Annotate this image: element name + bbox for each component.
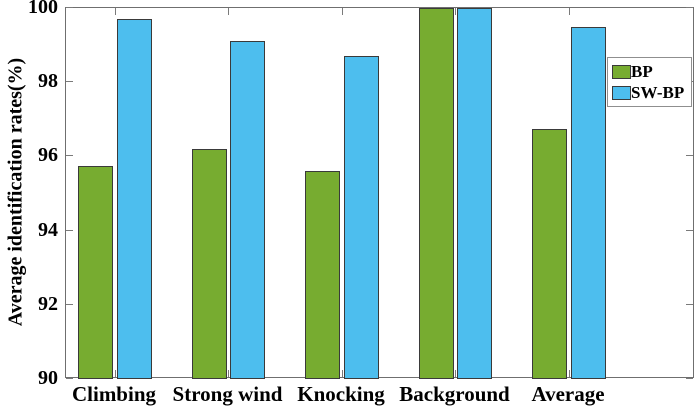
bar-sw-bp-knocking: [343, 56, 379, 379]
y-tick-label-90: 90: [38, 367, 58, 389]
y-tick-left-96: [66, 155, 73, 156]
y-tick-left-98: [66, 81, 73, 82]
x-tick-label-climbing: Climbing: [71, 382, 157, 406]
y-tick-left-92: [66, 304, 73, 305]
x-tick-top-climbing: [114, 8, 116, 15]
bar-bp-average: [532, 128, 568, 379]
x-tick-top-strong-wind: [228, 8, 229, 15]
legend-item-bp: BP: [612, 61, 688, 82]
x-tick-top-background: [455, 8, 456, 15]
y-tick-right-96: [686, 155, 693, 156]
x-tick-bottom-background: [455, 370, 456, 377]
bar-sw-bp-average: [570, 26, 606, 379]
y-tick-label-92: 92: [38, 292, 58, 315]
x-tick-bottom-knocking: [341, 370, 343, 377]
bar-bp-climbing: [78, 165, 114, 379]
legend-item-sw-bp: SW-BP: [612, 82, 688, 103]
bar-bp-background: [418, 8, 454, 379]
y-tick-right-92: [686, 304, 693, 305]
x-tick-top-knocking: [341, 8, 343, 15]
x-tick-label-knocking: Knocking: [297, 382, 385, 406]
legend-label-bp: BP: [631, 62, 653, 81]
x-tick-label-background: Background: [399, 382, 510, 406]
legend-label-sw-bp: SW-BP: [631, 83, 685, 102]
y-tick-right-100: [686, 7, 693, 8]
legend-swatch-bp: [612, 64, 631, 79]
y-axis-label: Average identification rates(%): [4, 57, 27, 327]
legend-swatch-sw-bp: [612, 85, 631, 100]
y-tick-left-90: [66, 378, 73, 379]
bar-sw-bp-climbing: [116, 19, 152, 379]
plot-area: [65, 7, 694, 379]
y-tick-left-94: [66, 230, 73, 231]
legend: BP SW-BP: [607, 57, 692, 107]
x-tick-bottom-strong-wind: [228, 370, 229, 377]
y-tick-label-96: 96: [38, 144, 58, 167]
y-tick-label-94: 94: [38, 218, 58, 241]
bar-bp-strong-wind: [191, 148, 227, 379]
y-tick-left-100: [66, 7, 73, 8]
x-tick-label-average: Average: [531, 382, 605, 406]
bar-sw-bp-background: [457, 8, 493, 379]
bar-sw-bp-strong-wind: [230, 41, 266, 379]
x-tick-bottom-climbing: [114, 370, 116, 377]
bar-bp-knocking: [305, 171, 341, 379]
y-tick-label-100: 100: [28, 0, 58, 18]
y-tick-label-98: 98: [38, 70, 58, 93]
y-tick-right-90: [686, 378, 693, 379]
x-tick-top-average: [568, 8, 570, 15]
y-tick-right-94: [686, 230, 693, 231]
x-tick-label-strong-wind: Strong wind: [172, 382, 283, 406]
x-tick-bottom-average: [568, 370, 570, 377]
